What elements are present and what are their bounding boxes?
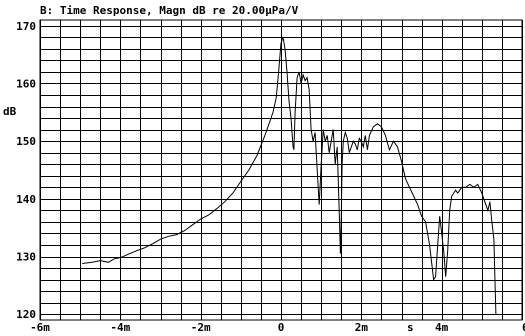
y-tick-label: 170 bbox=[16, 20, 36, 33]
x-tick-label: 2m bbox=[355, 321, 369, 334]
x-tick-label: -6m bbox=[30, 321, 50, 334]
y-axis-label: dB bbox=[3, 105, 17, 118]
x-tick-label: -2m bbox=[191, 321, 211, 334]
chart-title: B: Time Response, Magn dB re 20.00µPa/V bbox=[40, 4, 299, 17]
y-tick-label: 150 bbox=[16, 135, 36, 148]
series-group bbox=[82, 37, 497, 315]
x-tick-label: -4m bbox=[110, 321, 130, 334]
x-tick-label: 6 bbox=[522, 321, 525, 334]
grid bbox=[40, 20, 523, 320]
y-tick-label: 160 bbox=[16, 77, 36, 90]
series-line bbox=[82, 37, 497, 315]
tick-labels: 120 130 140 150 160 170 -6m -4m -2m 0 2m 4m 6 bbox=[16, 20, 525, 334]
y-tick-label: 130 bbox=[16, 251, 36, 264]
x-tick-label: 0 bbox=[278, 321, 285, 334]
x-axis-label: s bbox=[407, 321, 414, 334]
y-tick-label: 120 bbox=[16, 308, 36, 321]
y-tick-label: 140 bbox=[16, 193, 36, 206]
plot-frame bbox=[39, 19, 523, 321]
x-tick-label: 4m bbox=[435, 321, 449, 334]
